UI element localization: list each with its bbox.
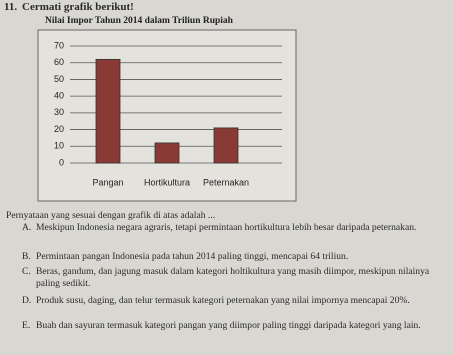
- chart: Nilai Impor Tahun 2014 dalam Triliun Rup…: [37, 16, 297, 202]
- x-tick-label: Pangan: [92, 177, 123, 187]
- bar: [95, 58, 121, 164]
- option-letter: B.: [22, 251, 31, 262]
- y-tick-label: 60: [54, 57, 64, 67]
- bar: [213, 127, 239, 164]
- x-tick-label: Peternakan: [203, 177, 249, 187]
- y-tick-label: 70: [54, 40, 64, 50]
- chart-title: Nilai Impor Tahun 2014 dalam Triliun Rup…: [45, 16, 234, 26]
- x-tick-label: Hortikultura: [144, 177, 190, 187]
- stem: Pernyataan yang sesuai dengan grafik di …: [6, 210, 216, 221]
- y-tick-label: 20: [54, 124, 64, 134]
- option: C. Beras, gandum, dan jagung masuk dalam …: [22, 266, 447, 290]
- option-letter: C.: [22, 266, 31, 277]
- y-tick-label: 40: [54, 91, 64, 101]
- question-prompt: Cermati grafik berikut!: [22, 1, 134, 13]
- y-tick-label: 30: [54, 107, 64, 117]
- option: D. Produk susu, daging, dan telur termasu…: [22, 295, 447, 307]
- option-letter: A.: [22, 222, 32, 233]
- option-text: Produk susu, daging, dan telur termasuk …: [36, 295, 410, 306]
- option: E. Buah dan sayuran termasuk kategori pan…: [22, 320, 447, 332]
- option-text: Beras, gandum, dan jagung masuk dalam ka…: [36, 266, 430, 289]
- option-letter: E.: [22, 320, 31, 331]
- y-tick-label: 10: [54, 141, 64, 151]
- option-letter: D.: [22, 295, 32, 306]
- bar: [154, 142, 180, 164]
- chart-frame: [37, 29, 297, 202]
- option: A. Meskipun Indonesia negara agraris, tet…: [22, 222, 447, 234]
- option: B. Permintaan pangan Indonesia pada tahun…: [22, 251, 447, 263]
- y-tick-label: 50: [54, 74, 64, 84]
- option-text: Buah dan sayuran termasuk kategori panga…: [36, 320, 421, 331]
- question-number: 11.: [4, 1, 18, 13]
- option-text: Meskipun Indonesia negara agraris, tetap…: [36, 222, 417, 233]
- option-text: Permintaan pangan Indonesia pada tahun 2…: [36, 251, 349, 262]
- y-tick-label: 0: [59, 157, 64, 167]
